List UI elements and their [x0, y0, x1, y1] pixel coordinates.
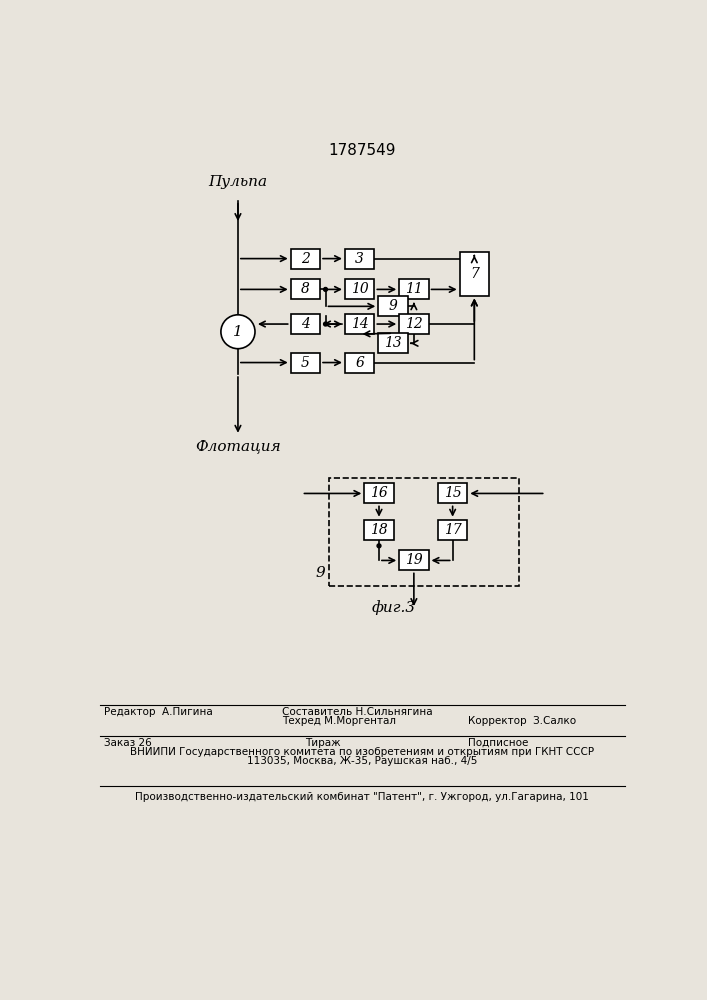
- Text: ВНИИПИ Государственного комитета по изобретениям и открытиям при ГКНТ СССР: ВНИИПИ Государственного комитета по изоб…: [130, 747, 594, 757]
- Bar: [460, 252, 489, 296]
- Bar: [364, 483, 394, 503]
- Bar: [438, 483, 467, 503]
- Text: Флотация: Флотация: [195, 440, 281, 454]
- Text: 7: 7: [470, 267, 479, 281]
- Text: Пульпа: Пульпа: [209, 175, 267, 189]
- Bar: [378, 333, 408, 353]
- Bar: [364, 520, 394, 540]
- Circle shape: [221, 315, 255, 349]
- Text: 12: 12: [405, 317, 423, 331]
- Text: фиг.3: фиг.3: [371, 600, 416, 615]
- Circle shape: [377, 544, 381, 548]
- Text: 19: 19: [405, 553, 423, 567]
- Text: 16: 16: [370, 486, 388, 500]
- Text: 113035, Москва, Ж-35, Раушская наб., 4/5: 113035, Москва, Ж-35, Раушская наб., 4/5: [247, 756, 477, 766]
- Bar: [345, 314, 374, 334]
- Text: 18: 18: [370, 523, 388, 537]
- Text: Редактор  А.Пигина: Редактор А.Пигина: [104, 707, 213, 717]
- Bar: [399, 314, 428, 334]
- Text: Производственно-издательский комбинат "Патент", г. Ужгород, ул.Гагарина, 101: Производственно-издательский комбинат "П…: [135, 792, 589, 802]
- Bar: [291, 249, 320, 269]
- Bar: [329, 478, 518, 586]
- Text: Заказ 26: Заказ 26: [104, 738, 151, 748]
- Text: Техред М.Моргентал: Техред М.Моргентал: [282, 716, 396, 726]
- Text: Составитель Н.Сильнягина: Составитель Н.Сильнягина: [282, 707, 433, 717]
- Text: 8: 8: [301, 282, 310, 296]
- Text: 11: 11: [405, 282, 423, 296]
- Text: 5: 5: [301, 356, 310, 370]
- Text: 6: 6: [355, 356, 364, 370]
- Text: 10: 10: [351, 282, 368, 296]
- Text: 17: 17: [444, 523, 462, 537]
- Bar: [438, 520, 467, 540]
- Bar: [345, 279, 374, 299]
- Text: 15: 15: [444, 486, 462, 500]
- Circle shape: [324, 287, 327, 291]
- Text: Подписное: Подписное: [468, 738, 529, 748]
- Text: 9: 9: [389, 299, 397, 313]
- Text: 4: 4: [301, 317, 310, 331]
- Bar: [291, 279, 320, 299]
- Bar: [345, 353, 374, 373]
- Text: 1: 1: [233, 325, 243, 339]
- Text: 9: 9: [315, 566, 325, 580]
- Text: Корректор  З.Салко: Корректор З.Салко: [468, 716, 576, 726]
- Bar: [291, 353, 320, 373]
- Circle shape: [324, 322, 327, 326]
- Text: 2: 2: [301, 252, 310, 266]
- Bar: [345, 249, 374, 269]
- Bar: [291, 314, 320, 334]
- Text: Тираж: Тираж: [305, 738, 341, 748]
- Text: 1787549: 1787549: [328, 143, 396, 158]
- Text: 3: 3: [355, 252, 364, 266]
- Bar: [399, 550, 428, 570]
- Bar: [378, 296, 408, 316]
- Text: 14: 14: [351, 317, 368, 331]
- Text: 13: 13: [384, 336, 402, 350]
- Bar: [399, 279, 428, 299]
